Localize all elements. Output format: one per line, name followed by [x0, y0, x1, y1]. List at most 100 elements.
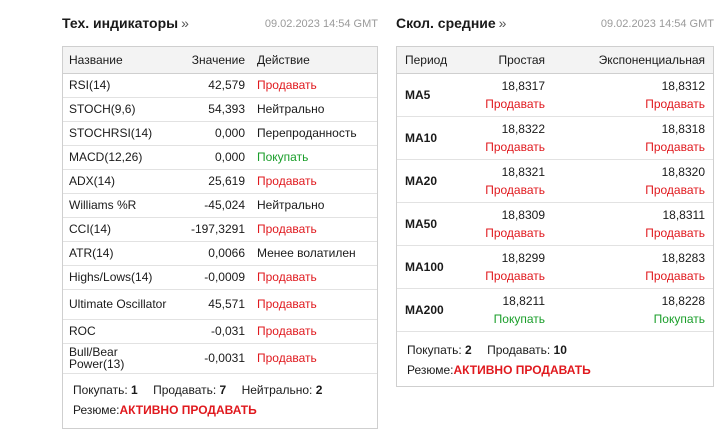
- summary-resume-value: АКТИВНО ПРОДАВАТЬ: [453, 362, 591, 377]
- technical-indicators-title-link[interactable]: Тех. индикаторы»: [62, 15, 189, 31]
- table-row: Highs/Lows(14) -0,0009 Продавать: [63, 265, 377, 290]
- technical-indicators-panel: Тех. индикаторы» 09.02.2023 14:54 GMT На…: [62, 0, 378, 429]
- ma-exponential-value: 18,8320: [661, 164, 705, 179]
- ma-simple-value: 18,8322: [501, 121, 545, 136]
- ma-simple-cell: 18,8322 Продавать: [467, 116, 553, 160]
- table-row: MA50 18,8309 Продавать 18,8311 Продавать: [397, 202, 713, 246]
- ma-simple-action: Продавать: [485, 268, 545, 283]
- ma-simple-action: Продавать: [485, 225, 545, 240]
- summary-sell-label: Продавать:: [153, 382, 217, 397]
- table-header-row: Название Значение Действие: [63, 47, 377, 74]
- summary-resume: Резюме:АКТИВНО ПРОДАВАТЬ: [73, 400, 367, 420]
- indicator-action: Продавать: [251, 217, 377, 242]
- ma-exponential-action: Продавать: [645, 268, 705, 283]
- indicator-value: 25,619: [175, 169, 251, 194]
- indicator-name: ATR(14): [63, 241, 175, 266]
- summary-resume: Резюме:АКТИВНО ПРОДАВАТЬ: [407, 360, 703, 380]
- table-row: MA10 18,8322 Продавать 18,8318 Продавать: [397, 116, 713, 160]
- ma-simple-action: Продавать: [485, 139, 545, 154]
- indicator-value: 0,000: [175, 145, 251, 170]
- indicator-name: Ultimate Oscillator: [63, 289, 175, 320]
- table-row: RSI(14) 42,579 Продавать: [63, 73, 377, 98]
- table-row: STOCH(9,6) 54,393 Нейтрально: [63, 97, 377, 122]
- indicator-name: STOCH(9,6): [63, 97, 175, 122]
- indicator-action: Продавать: [251, 169, 377, 194]
- ma-exponential-action: Продавать: [645, 139, 705, 154]
- ma-exponential-cell: 18,8320 Продавать: [553, 159, 713, 203]
- indicator-value: 42,579: [175, 73, 251, 98]
- summary-neutral-count: 2: [315, 382, 323, 397]
- ma-exponential-action: Покупать: [653, 311, 705, 326]
- moving-averages-summary: Покупать: 2 Продавать: 10 Резюме:АКТИВНО…: [397, 332, 713, 386]
- indicator-value: -0,031: [175, 319, 251, 344]
- ma-period: MA200: [397, 288, 467, 332]
- indicator-name: Bull/Bear Power(13): [63, 343, 175, 374]
- ma-exponential-value: 18,8312: [661, 78, 705, 93]
- indicator-value: 0,0066: [175, 241, 251, 266]
- technical-indicators-table: Название Значение Действие RSI(14) 42,579…: [63, 47, 377, 374]
- ma-simple-cell: 18,8321 Продавать: [467, 159, 553, 203]
- technical-indicators-box: Название Значение Действие RSI(14) 42,579…: [62, 46, 378, 429]
- summary-buy-count: 1: [131, 382, 138, 397]
- indicator-value: -45,024: [175, 193, 251, 218]
- summary-resume-label: Резюме:: [407, 362, 454, 377]
- table-row: MA200 18,8211 Покупать 18,8228 Покупать: [397, 288, 713, 332]
- column-header-simple: Простая: [467, 47, 553, 74]
- table-row: MACD(12,26) 0,000 Покупать: [63, 145, 377, 170]
- ma-simple-value: 18,8309: [501, 207, 545, 222]
- column-header-exponential: Экспоненциальная: [553, 47, 713, 74]
- moving-averages-panel: Скол. средние» 09.02.2023 14:54 GMT Пери…: [396, 0, 714, 387]
- ma-exponential-value: 18,8318: [661, 121, 705, 136]
- ma-simple-cell: 18,8299 Продавать: [467, 245, 553, 289]
- table-row: Ultimate Oscillator 45,571 Продавать: [63, 289, 377, 320]
- technical-indicators-summary: Покупать: 1 Продавать: 7 Нейтрально: 2 Р…: [63, 374, 377, 428]
- chevron-right-icon: »: [498, 15, 507, 31]
- summary-neutral-label: Нейтрально:: [241, 382, 313, 397]
- indicator-action: Продавать: [251, 73, 377, 98]
- moving-averages-timestamp: 09.02.2023 14:54 GMT: [600, 18, 714, 30]
- ma-simple-cell: 18,8211 Покупать: [467, 288, 553, 332]
- indicator-name: Williams %R: [63, 193, 175, 218]
- indicator-action: Перепроданность: [251, 121, 377, 146]
- indicator-name: MACD(12,26): [63, 145, 175, 170]
- indicator-name: Highs/Lows(14): [63, 265, 175, 290]
- table-row: ATR(14) 0,0066 Менее волатилен: [63, 241, 377, 266]
- column-header-name: Название: [63, 47, 175, 74]
- indicator-value: 0,000: [175, 121, 251, 146]
- summary-resume-label: Резюме:: [73, 402, 120, 417]
- moving-averages-header: Скол. средние» 09.02.2023 14:54 GMT: [396, 0, 714, 46]
- ma-simple-cell: 18,8309 Продавать: [467, 202, 553, 246]
- ma-exponential-value: 18,8311: [662, 207, 706, 222]
- indicator-value: -0,0031: [175, 343, 251, 374]
- table-row: STOCHRSI(14) 0,000 Перепроданность: [63, 121, 377, 146]
- ma-exponential-value: 18,8228: [661, 293, 705, 308]
- chevron-right-icon: »: [181, 15, 189, 31]
- technical-indicators-timestamp: 09.02.2023 14:54 GMT: [264, 18, 378, 30]
- indicator-name: ADX(14): [63, 169, 175, 194]
- indicator-name: STOCHRSI(14): [63, 121, 175, 146]
- column-header-action: Действие: [251, 47, 377, 74]
- ma-exponential-action: Продавать: [645, 96, 705, 111]
- ma-exponential-action: Продавать: [645, 225, 705, 240]
- table-row: MA100 18,8299 Продавать 18,8283 Продавать: [397, 245, 713, 289]
- ma-period: MA20: [397, 159, 467, 203]
- summary-buy-label: Покупать:: [73, 382, 128, 397]
- ma-exponential-cell: 18,8228 Покупать: [553, 288, 713, 332]
- indicator-action: Продавать: [251, 343, 377, 374]
- table-row: MA20 18,8321 Продавать 18,8320 Продавать: [397, 159, 713, 203]
- ma-simple-cell: 18,8317 Продавать: [467, 73, 553, 117]
- table-row: ROC -0,031 Продавать: [63, 319, 377, 344]
- column-header-value: Значение: [175, 47, 251, 74]
- ma-simple-value: 18,8317: [501, 78, 545, 93]
- ma-simple-action: Продавать: [485, 96, 545, 111]
- summary-resume-value: АКТИВНО ПРОДАВАТЬ: [119, 402, 257, 417]
- moving-averages-title-link[interactable]: Скол. средние»: [396, 15, 506, 31]
- summary-buy-label: Покупать:: [407, 342, 462, 357]
- indicator-action: Покупать: [251, 145, 377, 170]
- indicator-value: -0,0009: [175, 265, 251, 290]
- ma-exponential-cell: 18,8318 Продавать: [553, 116, 713, 160]
- ma-period: MA100: [397, 245, 467, 289]
- table-row: Bull/Bear Power(13) -0,0031 Продавать: [63, 343, 377, 374]
- ma-simple-action: Покупать: [493, 311, 545, 326]
- summary-buy-count: 2: [465, 342, 472, 357]
